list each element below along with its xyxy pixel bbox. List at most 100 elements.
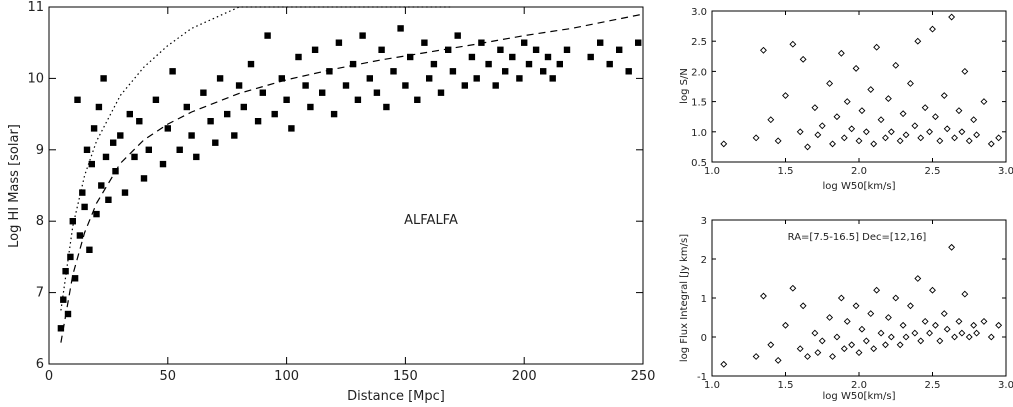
data-point	[926, 329, 933, 337]
data-point	[235, 82, 243, 89]
data-point	[882, 341, 889, 349]
y-tick-label: 9	[36, 143, 44, 158]
data-point	[932, 321, 939, 329]
x-tick-label: 0	[45, 369, 53, 384]
data-point	[892, 61, 900, 69]
data-point	[98, 182, 105, 189]
data-point	[549, 75, 556, 82]
data-point	[454, 32, 461, 39]
data-point	[804, 353, 811, 360]
data-point	[112, 168, 119, 175]
data-point	[426, 75, 433, 82]
data-point	[635, 39, 642, 46]
data-point	[402, 82, 409, 89]
data-point	[973, 131, 981, 139]
data-point	[767, 341, 775, 349]
data-point	[169, 68, 176, 75]
x-tick-label: 50	[160, 369, 177, 384]
data-point	[843, 98, 851, 106]
data-point	[544, 53, 552, 61]
data-point	[896, 137, 904, 145]
data-point	[288, 125, 295, 132]
data-point	[383, 103, 390, 111]
data-point	[359, 32, 366, 39]
y-axis-label: log S/N	[679, 68, 690, 104]
data-point	[67, 253, 74, 261]
data-point	[767, 116, 775, 124]
data-point	[69, 218, 76, 225]
data-point	[961, 290, 969, 298]
data-point	[995, 134, 1003, 142]
data-point	[855, 137, 863, 145]
data-point	[852, 64, 860, 72]
data-point	[478, 39, 485, 46]
x-axis-label: Distance [Mpc]	[347, 389, 445, 404]
data-point	[862, 337, 870, 345]
data-point	[254, 118, 262, 125]
data-point	[774, 356, 782, 364]
data-point	[342, 82, 350, 89]
data-point	[873, 286, 881, 294]
data-point	[366, 75, 373, 82]
data-point	[563, 46, 571, 53]
data-point	[980, 98, 988, 106]
data-point	[188, 132, 195, 139]
data-point	[980, 317, 988, 325]
data-point	[259, 89, 266, 96]
y-tick-label: 10	[27, 71, 44, 86]
data-point	[407, 53, 414, 61]
data-point	[540, 68, 547, 75]
y-tick-label: 8	[36, 214, 44, 229]
data-points	[57, 25, 642, 332]
data-point	[958, 128, 966, 136]
data-point	[943, 125, 951, 133]
data-point	[760, 292, 767, 300]
data-point	[497, 46, 504, 53]
data-point	[264, 32, 271, 39]
data-point	[818, 337, 826, 345]
data-point	[826, 314, 834, 321]
data-point	[319, 89, 326, 96]
data-point	[848, 341, 856, 349]
data-point	[302, 82, 309, 89]
data-point	[870, 345, 878, 353]
data-point	[902, 333, 910, 341]
limit-curves	[60, 6, 644, 343]
data-point	[468, 53, 476, 61]
y-ticks: 6 7 8 9 10 11	[27, 0, 643, 372]
data-point	[943, 325, 951, 333]
data-point	[502, 68, 509, 75]
data-point	[940, 92, 948, 99]
data-point	[782, 321, 789, 329]
data-point	[951, 333, 958, 341]
data-point	[616, 46, 623, 53]
data-point	[556, 60, 563, 68]
data-points	[720, 243, 1003, 368]
flux-width-panel: 1.0 1.5 2.0 2.5 3.0 -1 0 1 2 3 log W50[km/s] log…	[679, 216, 1013, 402]
data-point	[720, 360, 728, 368]
data-point	[373, 89, 381, 96]
data-point	[970, 116, 978, 124]
x-tick-label: 1.0	[704, 166, 720, 177]
data-point	[921, 317, 929, 325]
x-tick-label: 2.5	[925, 166, 941, 177]
data-point	[936, 137, 944, 145]
y-ticks: -1 0 1 2 3	[697, 216, 1006, 383]
data-point	[485, 60, 492, 68]
data-point	[852, 302, 860, 310]
data-point	[917, 337, 925, 345]
data-point	[858, 325, 866, 333]
y-tick-label: 3	[701, 216, 707, 227]
x-tick-label: 250	[631, 369, 656, 384]
data-point	[752, 134, 760, 142]
data-point	[64, 310, 72, 318]
annotation-ra-dec: RA=[7.5-16.5] Dec=[12,16]	[788, 232, 927, 243]
data-point	[837, 294, 845, 302]
y-tick-label: -1	[697, 372, 707, 383]
data-point	[814, 349, 822, 357]
data-point	[100, 75, 107, 82]
data-point	[121, 189, 129, 196]
data-point	[449, 68, 457, 75]
data-point	[848, 125, 856, 133]
data-point	[240, 103, 247, 111]
